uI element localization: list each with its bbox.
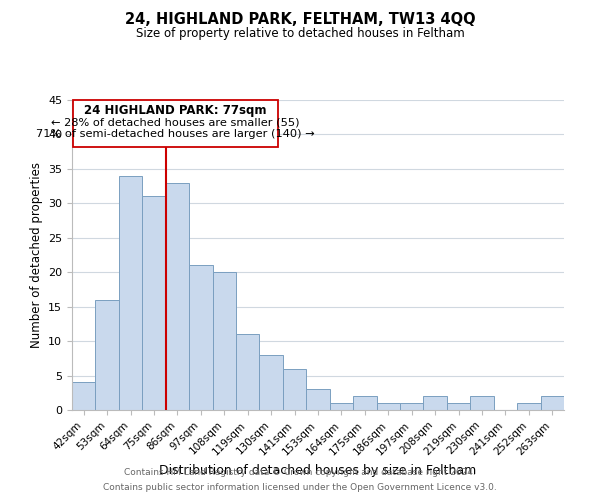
Bar — [259, 355, 283, 410]
Bar — [353, 396, 377, 410]
X-axis label: Distribution of detached houses by size in Feltham: Distribution of detached houses by size … — [160, 464, 476, 476]
Bar — [330, 403, 353, 410]
Text: Size of property relative to detached houses in Feltham: Size of property relative to detached ho… — [136, 28, 464, 40]
Y-axis label: Number of detached properties: Number of detached properties — [29, 162, 43, 348]
Bar — [95, 300, 119, 410]
Bar — [424, 396, 447, 410]
Bar — [119, 176, 142, 410]
Bar — [517, 403, 541, 410]
Bar — [236, 334, 259, 410]
Bar — [72, 382, 95, 410]
Bar — [306, 390, 330, 410]
Text: Contains public sector information licensed under the Open Government Licence v3: Contains public sector information licen… — [103, 483, 497, 492]
Bar — [541, 396, 564, 410]
Bar — [166, 182, 189, 410]
Text: ← 28% of detached houses are smaller (55): ← 28% of detached houses are smaller (55… — [52, 117, 300, 127]
Bar — [212, 272, 236, 410]
Bar — [470, 396, 494, 410]
Bar — [142, 196, 166, 410]
Text: 24, HIGHLAND PARK, FELTHAM, TW13 4QQ: 24, HIGHLAND PARK, FELTHAM, TW13 4QQ — [125, 12, 475, 28]
FancyBboxPatch shape — [73, 100, 278, 147]
Bar — [447, 403, 470, 410]
Text: Contains HM Land Registry data © Crown copyright and database right 2024.: Contains HM Land Registry data © Crown c… — [124, 468, 476, 477]
Bar — [283, 368, 306, 410]
Bar — [377, 403, 400, 410]
Text: 24 HIGHLAND PARK: 77sqm: 24 HIGHLAND PARK: 77sqm — [85, 104, 267, 117]
Text: 71% of semi-detached houses are larger (140) →: 71% of semi-detached houses are larger (… — [37, 130, 315, 140]
Bar — [189, 266, 212, 410]
Bar — [400, 403, 424, 410]
